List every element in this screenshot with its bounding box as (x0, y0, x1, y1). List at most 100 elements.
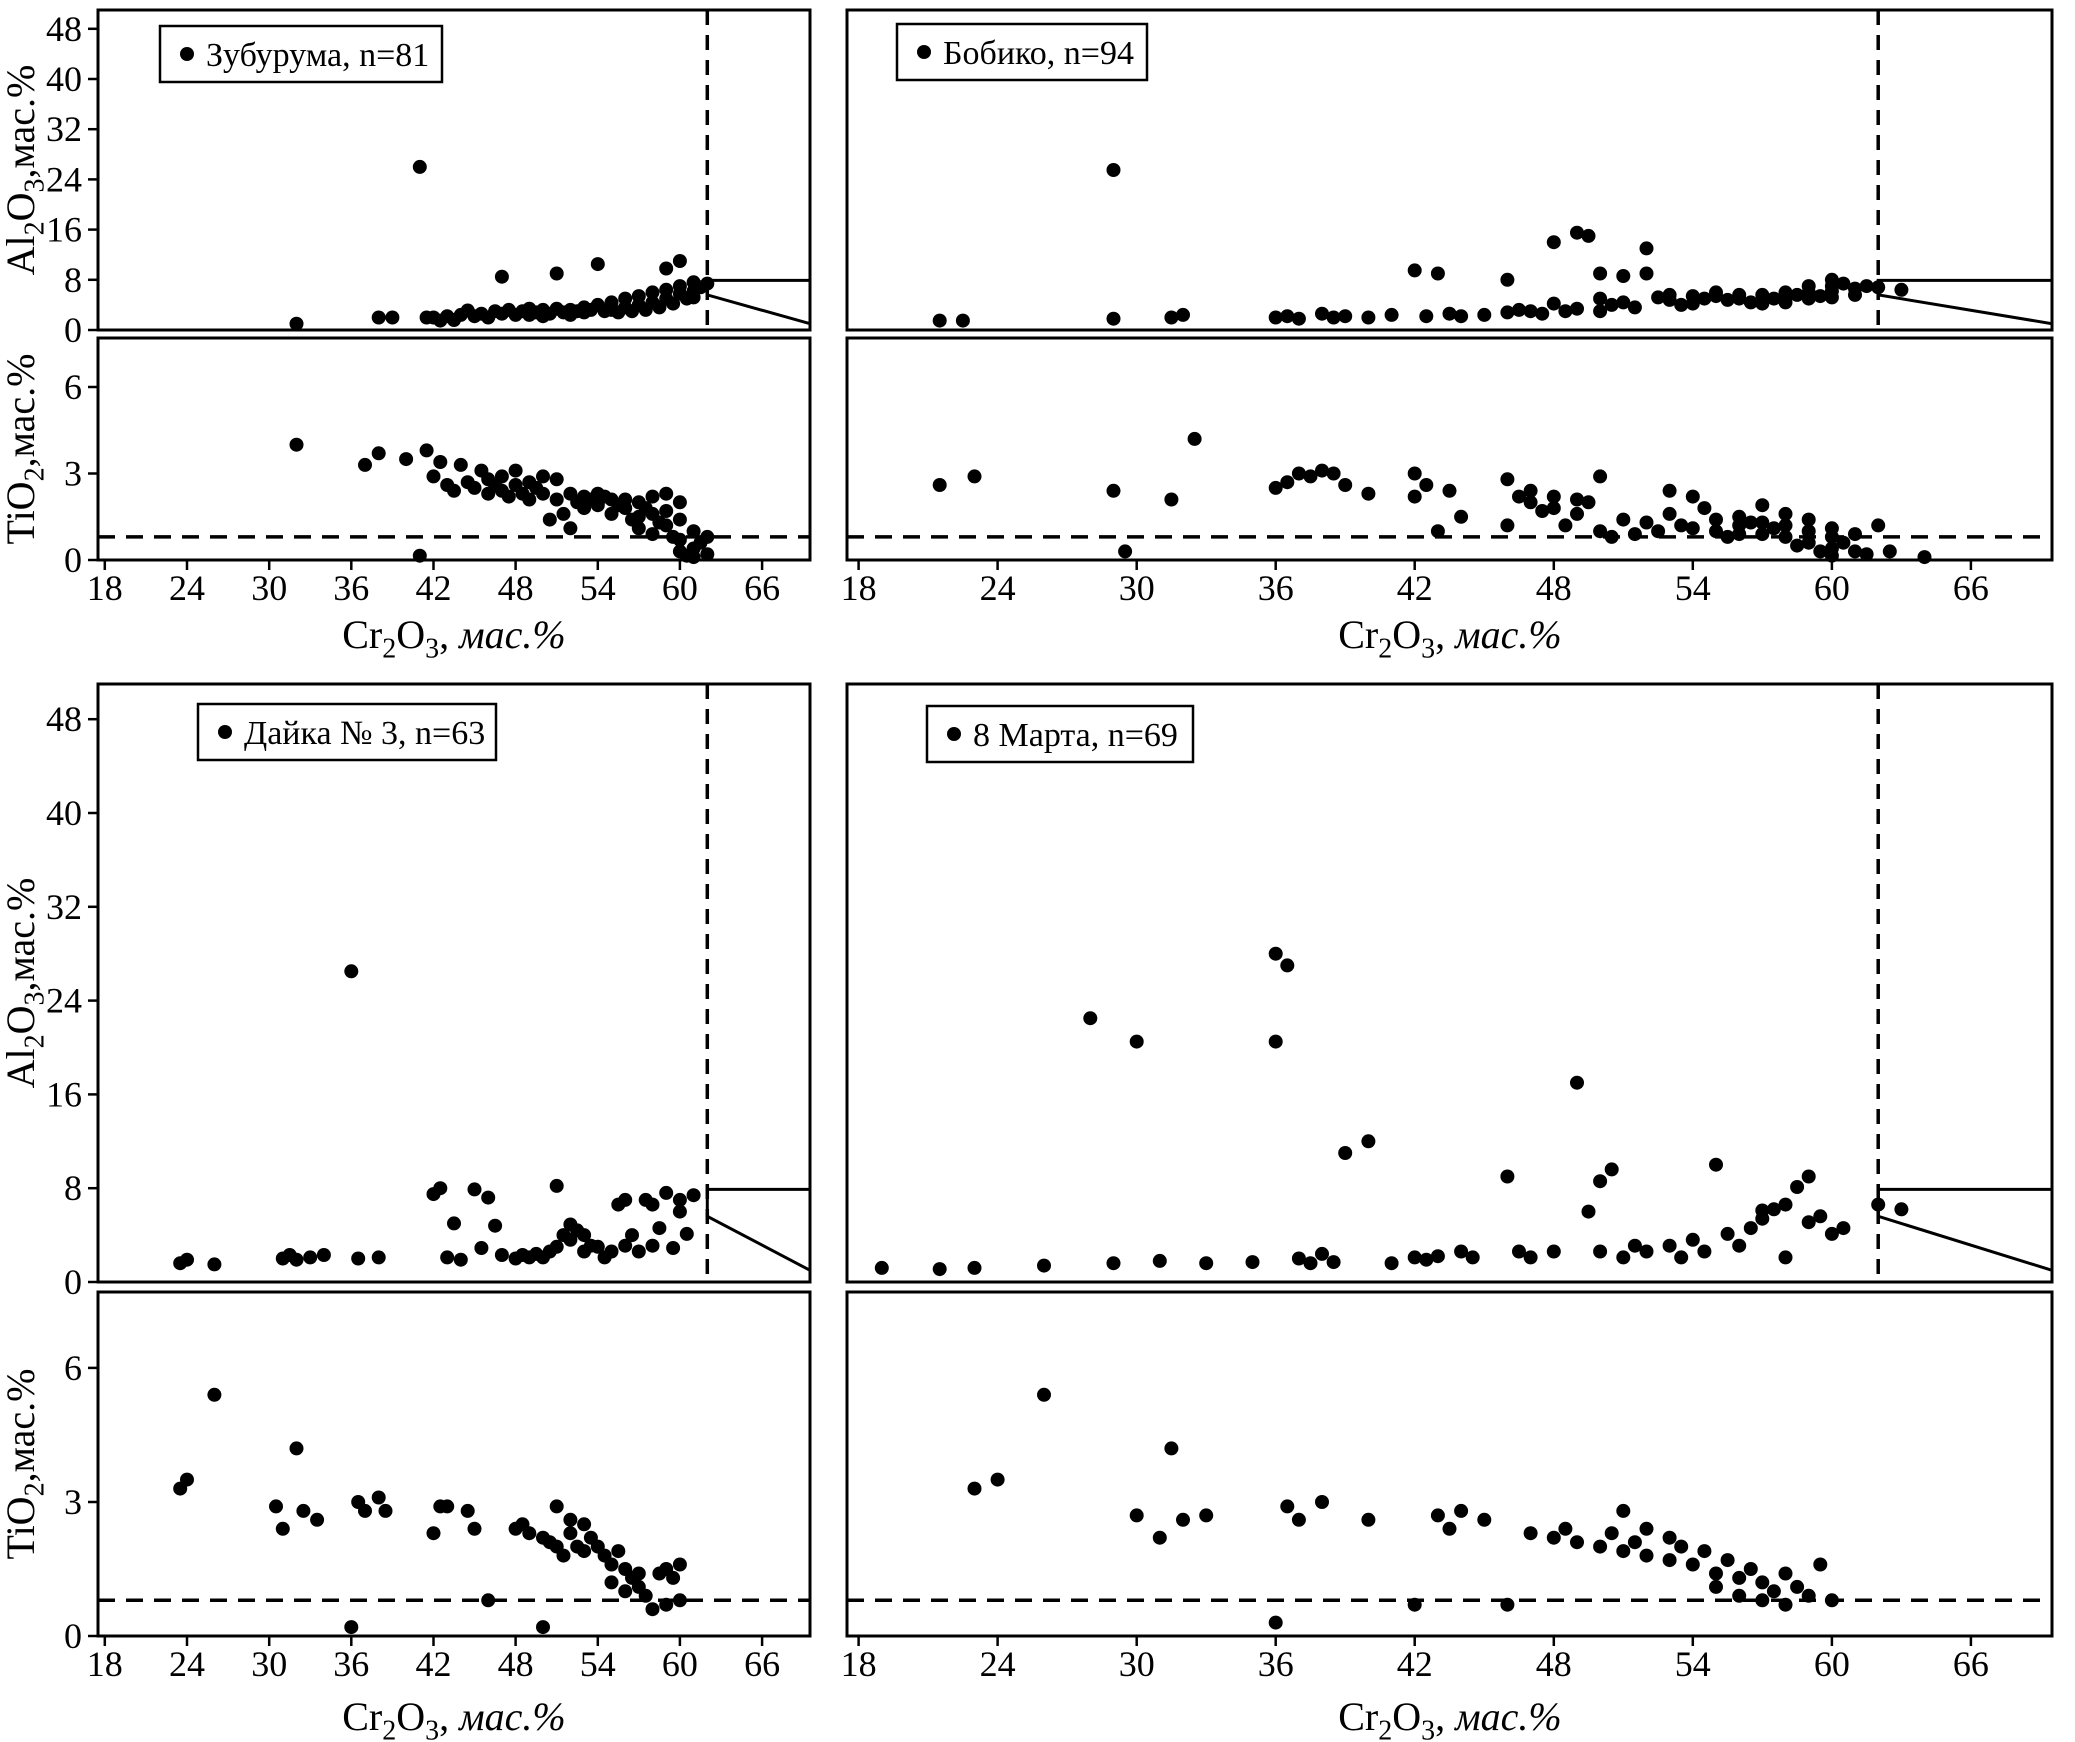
scatter-point (1291, 1251, 1306, 1266)
panel-bobiko: Бобико, n=94 18 24 30 36 42 48 54 60 66 Cr2O3, мас… (841, 8, 2054, 660)
scatter-point (1813, 1209, 1828, 1224)
scatter-point (1813, 289, 1828, 304)
scatter-point (1674, 297, 1689, 312)
scatter-point (618, 1238, 633, 1253)
tio2-plot-border (96, 1290, 812, 1638)
scatter-point (1523, 495, 1538, 510)
x-tick-label: 42 (416, 1644, 452, 1684)
scatter-point (467, 1182, 482, 1197)
x-axis-title: Cr2O3, мас.% (342, 612, 566, 660)
scatter-point (563, 1512, 578, 1527)
y-tick-label: 8 (64, 260, 82, 300)
x-tick-label: 30 (251, 1644, 287, 1684)
al2o3-scatter (874, 946, 1909, 1277)
scatter-point (1766, 1584, 1781, 1599)
scatter-point (672, 532, 687, 547)
scatter-point (659, 1597, 674, 1612)
scatter-point (618, 1192, 633, 1207)
scatter-point (611, 1544, 626, 1559)
scatter-point (604, 1557, 619, 1572)
scatter-point (447, 1216, 461, 1231)
reference-field-outline (705, 1187, 812, 1273)
scatter-point (1651, 524, 1666, 539)
scatter-point (180, 1472, 194, 1487)
scatter-point (1338, 478, 1353, 492)
scatter-point (1604, 1162, 1619, 1177)
reference-field-outline (705, 278, 812, 326)
scatter-point (1743, 295, 1758, 310)
scatter-point (604, 1244, 619, 1259)
scatter-point (1674, 518, 1689, 533)
x-tick-label: 30 (1119, 1644, 1155, 1684)
scatter-point (1766, 521, 1781, 536)
scatter-point (1187, 431, 1202, 446)
scatter-point (1824, 529, 1839, 544)
scatter-point (412, 159, 427, 174)
scatter-point (549, 1178, 564, 1193)
scatter-point (1430, 266, 1445, 281)
scatter-point (1407, 489, 1422, 504)
scatter-point (672, 1557, 687, 1572)
scatter-point (659, 1185, 674, 1200)
legend-box (196, 702, 498, 762)
scatter-point (1778, 1566, 1793, 1581)
scatter-point (1790, 1579, 1805, 1594)
scatter-point (1790, 538, 1805, 553)
x-axis: 18 24 30 36 42 48 54 60 66 Cr2O3, мас.% (841, 560, 1989, 660)
scatter-point (1697, 291, 1712, 306)
scatter-point (1164, 1441, 1179, 1456)
scatter-point (1315, 306, 1329, 321)
scatter-point (1500, 305, 1515, 320)
scatter-point (1697, 501, 1712, 516)
scatter-point (1639, 515, 1654, 530)
scatter-point (1778, 1197, 1793, 1212)
scatter-point (1280, 475, 1295, 490)
scatter-point (672, 512, 687, 527)
scatter-point (1303, 1256, 1318, 1271)
tio2-scatter (932, 431, 1932, 565)
scatter-point (1732, 1588, 1747, 1603)
legend-label: Бобико, n=94 (943, 35, 1134, 72)
scatter-point (1570, 506, 1584, 521)
scatter-point (481, 1190, 496, 1205)
scatter-point (1535, 504, 1550, 518)
al2o3-scatter (173, 964, 701, 1272)
scatter-point (1720, 1226, 1735, 1241)
x-tick-label: 54 (580, 1644, 616, 1684)
scatter-point (1709, 1157, 1723, 1172)
scatter-point (1326, 1255, 1341, 1270)
scatter-point (1291, 466, 1306, 481)
y-tick-label: 0 (64, 310, 82, 350)
scatter-point (1824, 1593, 1839, 1608)
scatter-point (1326, 310, 1341, 325)
scatter-point (1303, 469, 1318, 484)
scatter-point (371, 1490, 386, 1505)
scatter-point (371, 1250, 386, 1265)
scatter-point (1697, 1244, 1712, 1259)
scatter-point (1685, 489, 1700, 504)
scatter-point (1709, 524, 1723, 539)
scatter-point (652, 1221, 667, 1236)
x-axis: 18 24 30 36 42 48 54 60 66 Cr2O3, мас.% (841, 1636, 1989, 1742)
scatter-point (1662, 506, 1677, 521)
scatter-point (467, 1521, 482, 1536)
scatter-point (474, 1241, 489, 1255)
scatter-point (1465, 1250, 1480, 1265)
scatter-point (1546, 1530, 1561, 1545)
scatter-point (1766, 291, 1781, 306)
scatter-point (1268, 1034, 1283, 1049)
scatter-point (1570, 492, 1584, 507)
scatter-point (1454, 1244, 1469, 1259)
legend-marker-icon (947, 727, 961, 741)
scatter-point (932, 313, 947, 328)
scatter-point (207, 1257, 222, 1272)
y-tick-label: 6 (64, 367, 82, 407)
x-tick-label: 60 (1814, 568, 1850, 608)
x-tick-label: 30 (1119, 568, 1155, 608)
scatter-point (1570, 1075, 1584, 1090)
scatter-point (1778, 518, 1793, 533)
x-tick-label: 48 (1536, 568, 1572, 608)
scatter-point (1338, 309, 1353, 324)
scatter-point (556, 1548, 571, 1563)
